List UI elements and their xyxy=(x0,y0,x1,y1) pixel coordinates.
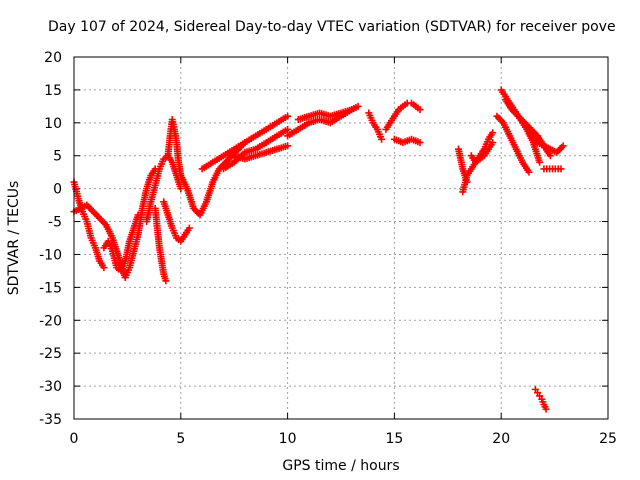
data-point xyxy=(536,158,544,166)
y-tick-labels: 20 15 10 5 0 -5 -10 -15 -20 -25 -30 -35 xyxy=(39,50,62,428)
data-point xyxy=(416,139,424,147)
grid-lines xyxy=(74,57,608,419)
data-point xyxy=(525,168,533,176)
data-points xyxy=(70,86,567,413)
data-point xyxy=(542,405,550,413)
satellite-track-16 xyxy=(382,99,424,133)
satellite-track-3 xyxy=(100,211,142,275)
y-tick-label: 10 xyxy=(44,116,62,132)
x-tick-label: 25 xyxy=(599,431,617,447)
x-tick-label: 10 xyxy=(279,431,297,447)
satellite-track-7 xyxy=(164,116,185,179)
satellite-track-10 xyxy=(198,112,292,173)
satellite-track-11 xyxy=(220,125,292,173)
satellite-track-6 xyxy=(151,204,170,285)
y-tick-label: -10 xyxy=(39,247,62,263)
y-tick-label: -35 xyxy=(39,412,62,428)
satellite-track-17 xyxy=(390,135,424,147)
x-tick-label: 5 xyxy=(176,431,185,447)
data-point xyxy=(378,135,386,143)
y-tick-label: -15 xyxy=(39,280,62,296)
y-tick-label: 5 xyxy=(53,149,62,165)
data-point xyxy=(284,112,292,120)
y-tick-label: 15 xyxy=(44,83,62,99)
y-tick-label: -5 xyxy=(48,215,62,231)
data-point xyxy=(489,129,497,137)
satellite-track-24 xyxy=(527,132,567,156)
satellite-track-5 xyxy=(143,152,185,226)
satellite-track-25 xyxy=(540,165,565,173)
y-tick-label: -20 xyxy=(39,313,62,329)
y-axis-label: SDTVAR / TECUs xyxy=(6,181,22,296)
data-point xyxy=(489,139,497,147)
x-axis-label: GPS time / hours xyxy=(282,458,399,474)
data-point xyxy=(185,224,193,232)
satellite-track-15 xyxy=(365,109,386,143)
satellite-track-1 xyxy=(70,178,108,272)
satellite-track-4 xyxy=(121,165,159,281)
data-point xyxy=(546,152,554,160)
y-tick-label: 0 xyxy=(53,182,62,198)
data-point xyxy=(284,142,292,150)
data-point xyxy=(162,277,170,285)
y-tick-label: 20 xyxy=(44,50,62,66)
satellite-track-23 xyxy=(493,112,533,176)
data-point xyxy=(354,102,362,110)
x-tick-label: 0 xyxy=(70,431,79,447)
x-tick-label: 15 xyxy=(385,431,403,447)
data-point xyxy=(348,106,356,114)
x-tick-labels: 0 5 10 15 20 25 xyxy=(70,431,617,447)
satellite-track-9 xyxy=(177,139,249,219)
chart-title: Day 107 of 2024, Sidereal Day-to-day VTE… xyxy=(48,19,616,35)
data-point xyxy=(557,165,565,173)
data-point xyxy=(416,106,424,114)
satellite-track-26 xyxy=(531,385,550,413)
x-tick-label: 20 xyxy=(492,431,510,447)
data-point xyxy=(559,142,567,150)
satellite-track-20 xyxy=(467,139,497,166)
satellite-track-8 xyxy=(160,198,193,245)
y-tick-label: -30 xyxy=(39,379,62,395)
satellite-track-14 xyxy=(294,106,356,124)
data-point xyxy=(284,125,292,133)
satellite-track-12 xyxy=(230,142,292,163)
data-point xyxy=(177,185,185,193)
data-point xyxy=(100,264,108,272)
plot-frame xyxy=(73,56,609,420)
y-tick-label: -25 xyxy=(39,346,62,362)
